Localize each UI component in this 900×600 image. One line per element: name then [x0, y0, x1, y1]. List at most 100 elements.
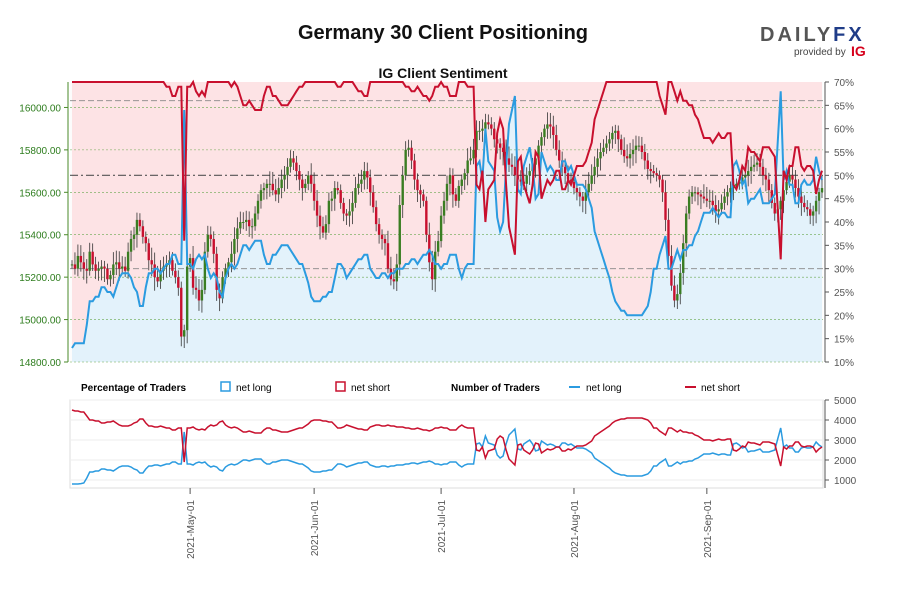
candle-body	[242, 222, 245, 223]
count-tick-label: 2000	[834, 456, 857, 467]
candle-body	[386, 243, 390, 269]
candle-body	[407, 147, 410, 150]
candle-body	[481, 128, 484, 131]
candle-body	[147, 243, 150, 261]
legend-count-long-label: net long	[586, 383, 622, 394]
candle-body	[640, 145, 644, 152]
candle-body	[566, 173, 570, 180]
candle-body	[773, 202, 776, 214]
candle-body	[507, 158, 511, 165]
legend-net-short-swatch[interactable]	[335, 381, 346, 392]
candle-body	[262, 188, 266, 191]
price-tick-label: 14800.00	[19, 358, 61, 369]
net-short-line	[72, 79, 823, 260]
logo-provided-by: provided by	[794, 47, 846, 58]
candle-body	[330, 198, 334, 201]
percent-tick-label: 45%	[834, 195, 854, 206]
percent-tick-label: 55%	[834, 148, 854, 159]
candle-body	[501, 147, 505, 152]
candle-body	[194, 287, 198, 290]
candle-body	[342, 202, 345, 214]
candle-body	[655, 173, 658, 176]
candle-body	[425, 200, 428, 235]
candle-body	[377, 224, 381, 235]
candle-body	[351, 202, 354, 212]
candle-body	[558, 149, 561, 161]
candle-body	[519, 179, 523, 182]
candle-body	[676, 294, 679, 301]
price-tick-label: 16000.00	[19, 103, 61, 114]
price-axis: 14800.00 15000.00 15200.00 15400.00 15600.00…	[19, 103, 68, 369]
candle-body	[578, 192, 582, 197]
percent-tick-label: 10%	[834, 358, 854, 369]
percent-tick-label: 70%	[834, 78, 854, 89]
candle-body	[808, 209, 812, 216]
candle-body	[540, 137, 543, 146]
candle-body	[354, 188, 357, 203]
candle-body	[227, 262, 230, 269]
count-net-short-line	[71, 409, 823, 467]
candle-body	[593, 166, 596, 176]
candle-body	[221, 277, 224, 299]
logo-wordmark: DAILYFX	[760, 24, 865, 46]
candle-body	[277, 188, 280, 195]
candle-body	[634, 145, 638, 150]
candle-body	[779, 200, 782, 210]
candle-body	[510, 164, 514, 167]
candle-body	[188, 258, 192, 267]
candle-body	[631, 149, 635, 155]
candle-body	[185, 266, 189, 331]
candle-body	[667, 219, 670, 256]
candle-body	[233, 238, 236, 254]
candle-body	[696, 192, 700, 195]
date-tick-label: 2021-Jul-01	[437, 500, 448, 553]
candle-body	[770, 190, 774, 203]
candle-body	[475, 130, 478, 150]
candle-body	[380, 234, 384, 239]
dailyfx-logo: DAILYFX provided by IG	[760, 24, 870, 64]
date-axis: 2021-May-01 2021-Jun-01 2021-Jul-01 2021-Au…	[186, 488, 714, 559]
candle-body	[180, 287, 183, 337]
candle-body	[392, 279, 396, 282]
candle-body	[602, 147, 605, 152]
legend-net-short-label: net short	[351, 383, 390, 394]
candle-body	[684, 213, 688, 244]
candle-body	[761, 166, 765, 176]
candle-body	[144, 236, 148, 244]
candle-body	[115, 262, 118, 265]
candle-body	[463, 173, 466, 180]
candle-body	[682, 243, 685, 273]
percent-tick-label: 15%	[834, 335, 854, 346]
candle-body	[649, 168, 652, 172]
candle-body	[336, 188, 339, 191]
net-long-area	[72, 91, 822, 363]
count-tick-label: 3000	[834, 436, 857, 447]
candle-body	[755, 162, 759, 165]
count-tick-label: 1000	[834, 476, 857, 487]
candle-body	[363, 171, 366, 180]
candle-body	[153, 264, 156, 278]
price-tick-label: 15800.00	[19, 146, 61, 157]
candle-body	[206, 234, 210, 252]
candle-body	[714, 205, 717, 212]
candle-body	[705, 198, 709, 201]
legend-count-header: Number of Traders	[451, 383, 540, 394]
candle-body	[224, 268, 227, 278]
candle-body	[76, 255, 80, 269]
candle-body	[245, 219, 248, 222]
date-tick-label: 2021-Jun-01	[310, 500, 321, 557]
candle-body	[587, 183, 590, 193]
net-short-area	[72, 82, 822, 348]
candle-body	[250, 226, 254, 228]
candle-body	[720, 202, 723, 210]
candle-body	[410, 147, 413, 161]
candle-body	[670, 255, 673, 286]
candle-body	[552, 126, 555, 136]
candle-body	[708, 200, 711, 202]
candle-body	[280, 179, 283, 189]
candle-body	[100, 266, 103, 269]
candle-body	[466, 160, 469, 174]
candle-body	[183, 330, 186, 337]
candle-body	[752, 164, 756, 167]
legend-net-long-swatch[interactable]	[220, 381, 231, 392]
